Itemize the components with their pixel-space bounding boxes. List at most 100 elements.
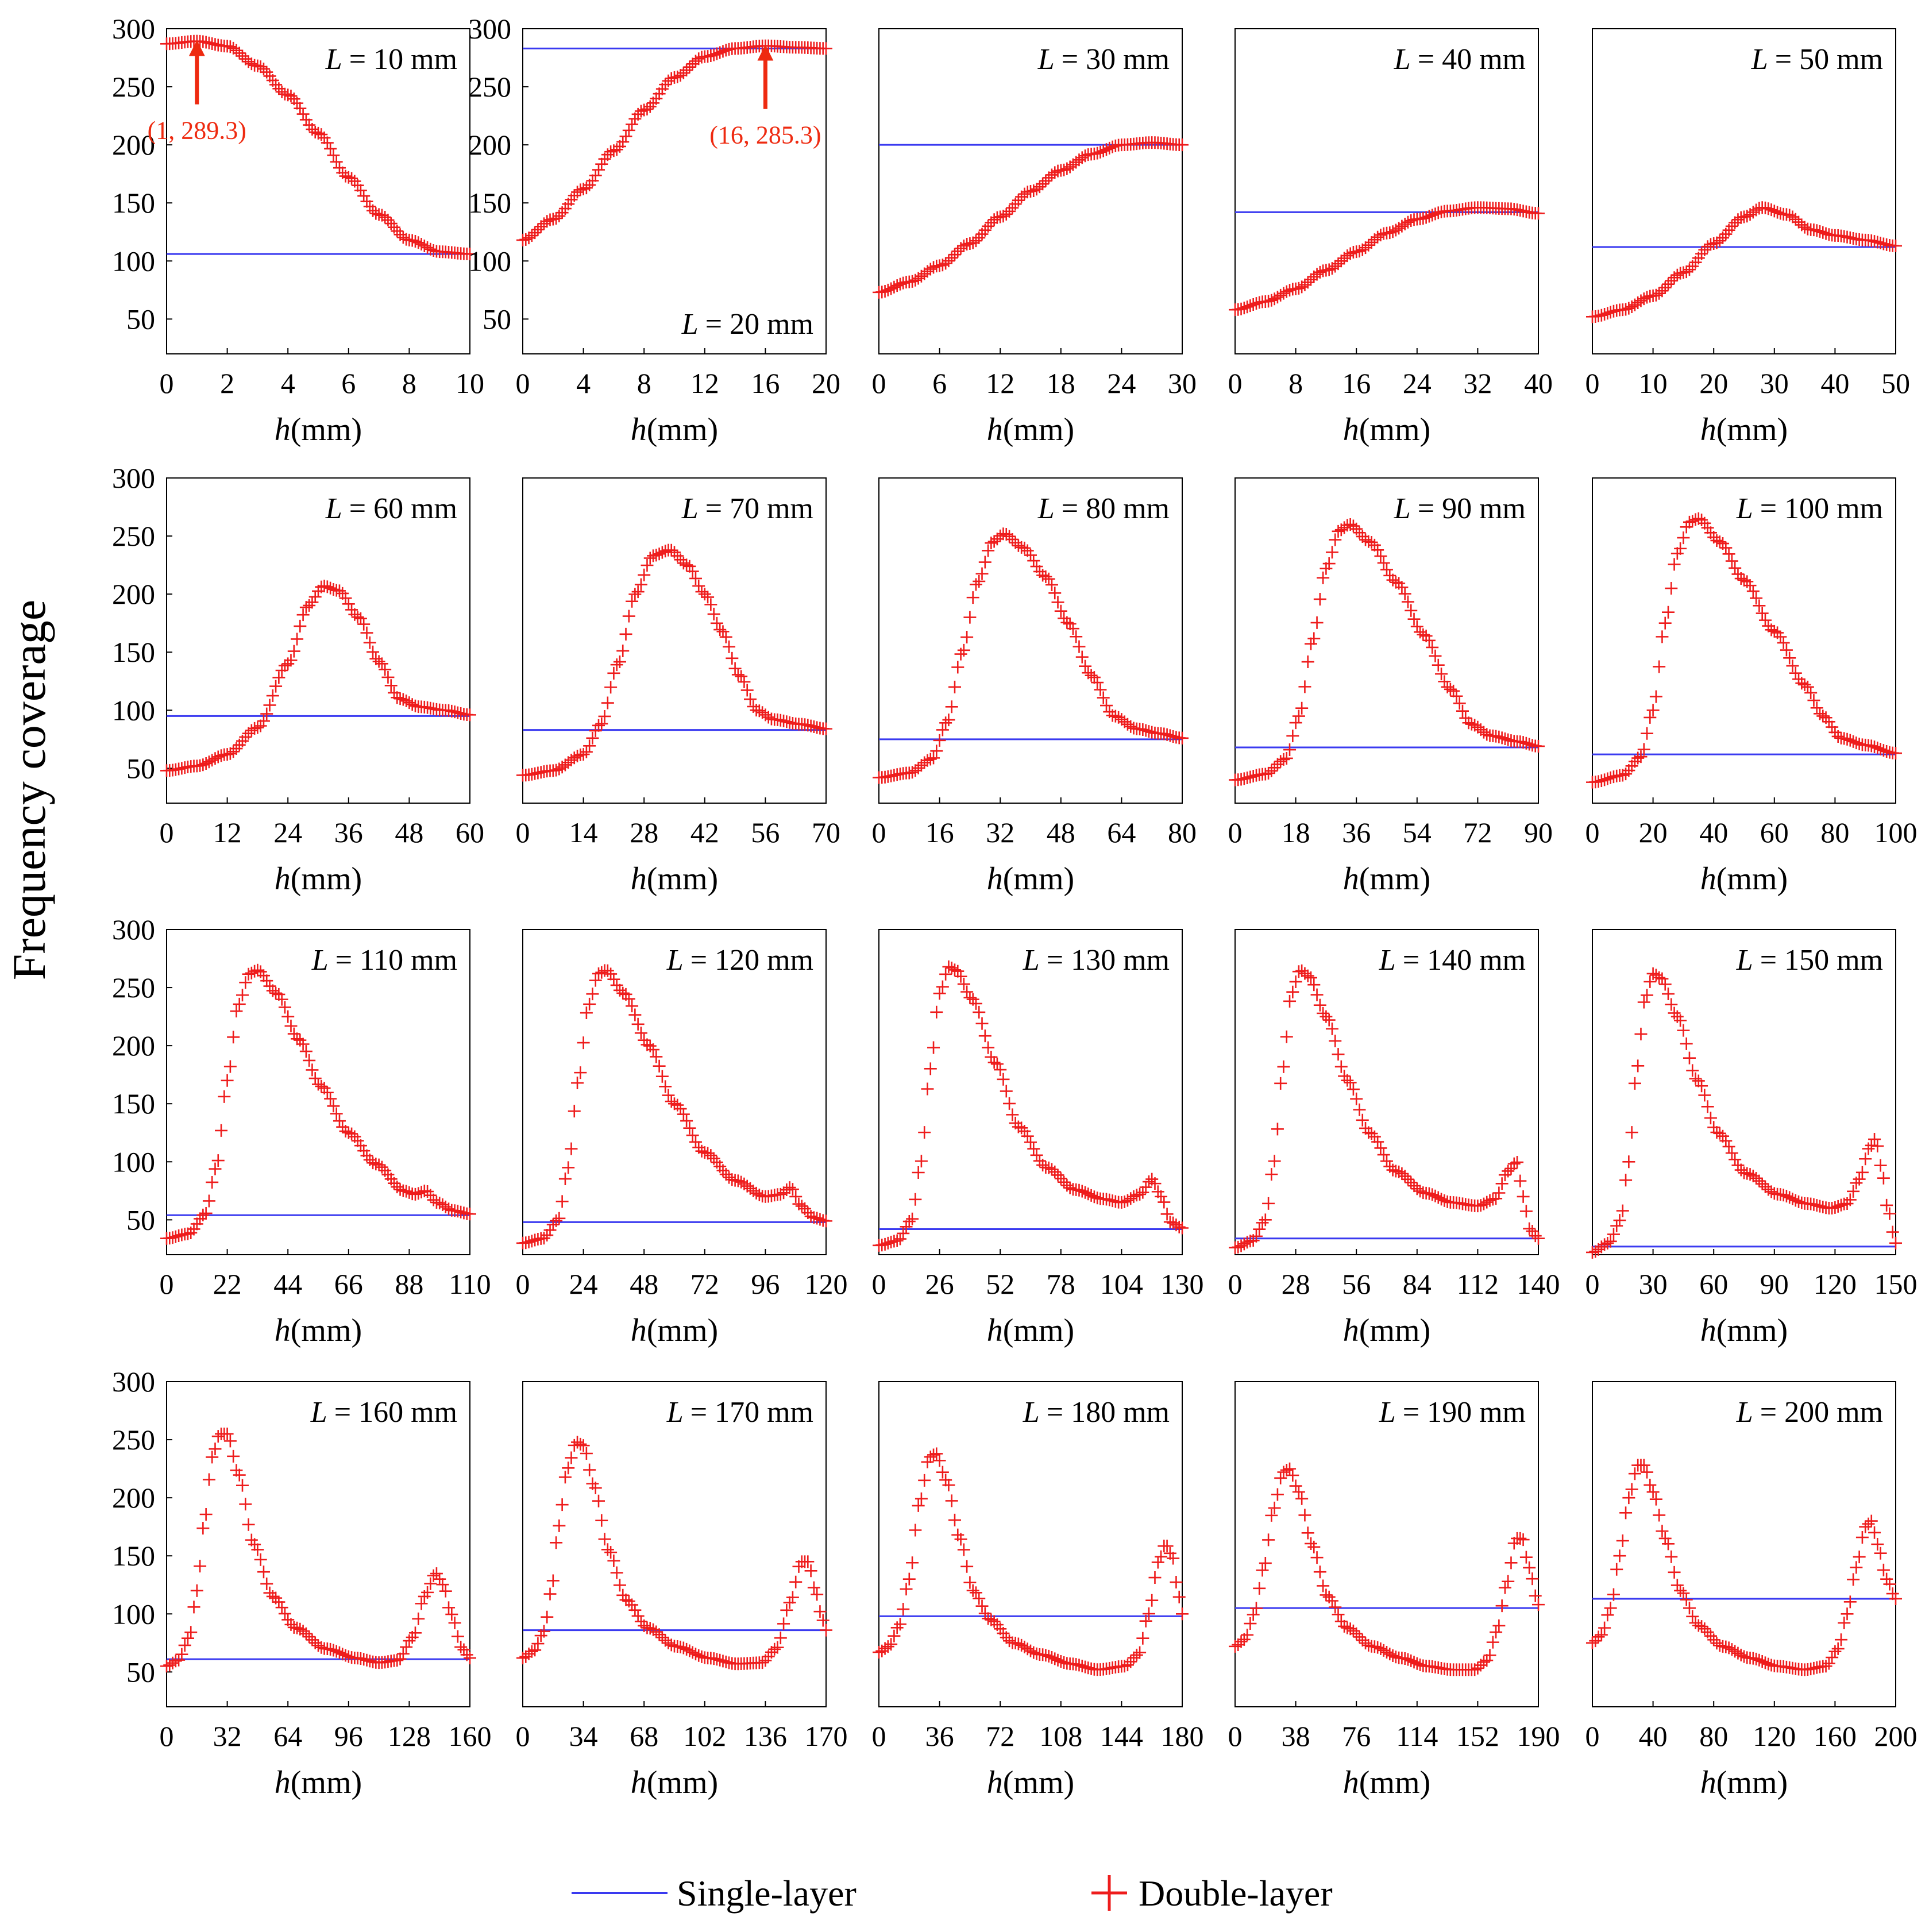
double-layer-marker — [912, 761, 925, 774]
double-layer-marker — [574, 1437, 587, 1451]
double-layer-marker — [1106, 1194, 1119, 1208]
double-layer-marker — [1075, 650, 1089, 664]
double-layer-marker — [430, 1567, 443, 1580]
double-layer-marker — [595, 966, 608, 979]
double-layer-marker — [1610, 1219, 1623, 1232]
x-tick-label: 34 — [569, 1720, 598, 1752]
double-layer-marker — [1280, 1463, 1293, 1476]
double-layer-marker — [653, 547, 666, 561]
x-tick-label: 24 — [1107, 367, 1136, 399]
double-layer-marker — [1259, 1213, 1272, 1227]
series-double-layer — [160, 34, 476, 261]
double-layer-marker — [1619, 1174, 1633, 1187]
double-layer-marker — [209, 752, 222, 765]
double-layer-marker — [187, 1601, 200, 1614]
double-layer-marker — [460, 1648, 473, 1661]
double-layer-marker — [199, 1508, 213, 1521]
double-layer-marker — [315, 1641, 328, 1654]
double-layer-marker — [1480, 728, 1494, 741]
x-tick-label: 24 — [1403, 367, 1432, 399]
double-layer-marker — [227, 745, 240, 758]
double-layer-marker — [1058, 163, 1071, 176]
double-layer-marker — [945, 1494, 958, 1507]
double-layer-marker — [628, 1603, 642, 1617]
double-layer-marker — [327, 1644, 340, 1657]
double-layer-marker — [1668, 1565, 1681, 1579]
x-tick-label: 0 — [160, 367, 174, 399]
annotation: (1, 289.3) — [148, 40, 246, 145]
double-layer-marker — [677, 1641, 690, 1655]
double-layer-marker — [190, 1584, 203, 1597]
double-layer-marker — [457, 1643, 470, 1656]
double-layer-marker — [1329, 260, 1342, 273]
double-layer-marker — [1407, 1179, 1421, 1193]
double-layer-marker — [1607, 770, 1620, 784]
double-layer-marker — [1686, 1064, 1699, 1077]
y-tick-label: 50 — [483, 303, 511, 335]
double-layer-marker — [665, 1638, 678, 1652]
double-layer-marker — [525, 1645, 538, 1658]
double-layer-marker — [1656, 1525, 1669, 1538]
double-layer-marker — [1241, 1628, 1254, 1641]
plot-frame — [1234, 477, 1539, 804]
double-layer-marker — [1886, 1587, 1899, 1601]
double-layer-marker — [945, 700, 958, 714]
double-layer-marker — [1265, 1168, 1278, 1181]
double-layer-marker — [1170, 1576, 1183, 1589]
x-tick-label: 12 — [690, 367, 719, 399]
double-layer-marker — [260, 1577, 273, 1590]
double-layer-marker — [957, 643, 970, 657]
double-layer-marker — [1410, 620, 1423, 633]
double-layer-marker — [384, 679, 398, 692]
double-layer-marker — [1592, 310, 1605, 323]
double-layer-marker — [680, 1115, 693, 1128]
double-layer-marker — [622, 992, 635, 1005]
double-layer-marker — [716, 625, 730, 638]
double-layer-marker — [565, 1451, 578, 1464]
x-tick-label: 0 — [1228, 1720, 1243, 1752]
double-layer-marker — [199, 1206, 213, 1220]
double-layer-marker — [1532, 1232, 1545, 1245]
double-layer-marker — [820, 42, 832, 55]
double-layer-marker — [1843, 734, 1857, 747]
double-layer-marker — [622, 610, 635, 623]
double-layer-marker — [379, 211, 392, 224]
double-layer-marker — [424, 1577, 437, 1590]
double-layer-marker — [239, 976, 252, 989]
double-layer-marker — [1295, 1492, 1309, 1505]
x-tick-label: 0 — [160, 816, 174, 849]
double-layer-marker — [1301, 655, 1314, 669]
double-layer-marker — [1713, 1127, 1726, 1140]
double-layer-marker — [1000, 1085, 1013, 1098]
double-layer-marker — [1158, 1196, 1171, 1209]
double-layer-marker — [885, 1236, 898, 1249]
x-tick-label: 20 — [812, 367, 840, 399]
double-layer-marker — [1826, 1651, 1839, 1664]
double-layer-marker — [396, 693, 410, 706]
double-layer-marker — [172, 1653, 186, 1667]
legend-single-label: Single-layer — [677, 1873, 857, 1914]
double-layer-marker — [1268, 292, 1281, 306]
double-layer-marker — [1160, 1540, 1174, 1553]
double-layer-marker — [1072, 1659, 1086, 1672]
double-layer-marker — [269, 680, 283, 693]
double-layer-marker — [464, 708, 476, 722]
double-layer-marker — [324, 1642, 337, 1656]
double-layer-marker — [1498, 732, 1511, 745]
double-layer-marker — [951, 661, 964, 674]
double-layer-marker — [303, 599, 316, 612]
double-layer-marker — [713, 1653, 727, 1667]
panel-title: L = 100 mm — [1736, 492, 1883, 525]
annotation: (16, 285.3) — [709, 44, 821, 149]
double-layer-marker — [284, 1019, 298, 1032]
x-tick-label: 160 — [449, 1720, 492, 1752]
double-layer-marker — [166, 1231, 179, 1244]
double-layer-marker — [921, 754, 934, 767]
double-layer-marker — [1033, 180, 1046, 194]
x-tick-label: 136 — [744, 1720, 787, 1752]
y-tick-label: 150 — [112, 1088, 155, 1120]
y-tick-label: 50 — [126, 1656, 155, 1688]
double-layer-marker — [936, 1466, 949, 1479]
double-layer-marker — [1045, 1651, 1058, 1664]
x-tick-label: 0 — [516, 1268, 530, 1300]
